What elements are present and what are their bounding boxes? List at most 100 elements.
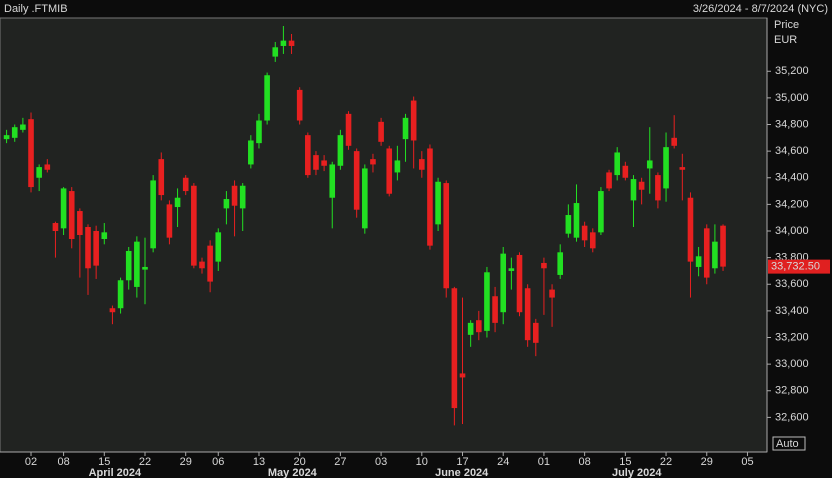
candle-body: [321, 160, 327, 166]
candle-body: [101, 232, 108, 239]
candle-body: [85, 227, 91, 269]
y-tick-label: 35,200: [775, 65, 809, 77]
candle-body: [402, 117, 409, 140]
x-tick-label: 13: [253, 456, 265, 468]
candle-body: [394, 160, 401, 173]
candle-body: [36, 167, 42, 178]
candle-body: [353, 151, 360, 210]
candle-body: [182, 177, 189, 192]
candle-body: [565, 215, 572, 234]
x-tick-label: 29: [180, 456, 192, 468]
candle-body: [68, 191, 75, 239]
candle-body: [484, 272, 490, 331]
last-price-label: 33,732.50: [771, 261, 820, 273]
candle-body: [264, 75, 270, 121]
auto-button[interactable]: [772, 436, 806, 451]
candle-body: [679, 167, 686, 170]
month-label: July 2024: [612, 467, 662, 478]
candle-body: [77, 211, 83, 235]
candle-body: [248, 140, 254, 165]
y-tick-label: 32,800: [775, 385, 809, 397]
x-tick-label: 17: [456, 456, 468, 468]
auto-button-label[interactable]: Auto: [776, 438, 799, 450]
candle-body: [28, 119, 34, 188]
candle-body: [557, 252, 564, 275]
candle-body: [231, 185, 238, 206]
candle-body: [150, 180, 156, 249]
candle-body: [646, 160, 653, 169]
y-tick-label: 35,000: [775, 92, 809, 104]
candle-body: [199, 261, 205, 269]
y-axis-unit: EUR: [774, 34, 797, 46]
candle-body: [362, 168, 368, 229]
candle-body: [630, 179, 637, 201]
candle-body: [313, 155, 319, 170]
candle-body: [174, 197, 181, 208]
candle-body: [223, 199, 230, 209]
candle-body: [573, 203, 580, 238]
date-range: 3/26/2024 - 8/7/2024 (NYC): [693, 3, 828, 15]
candle-body: [638, 181, 645, 190]
candle-body: [720, 225, 726, 267]
y-tick-label: 33,200: [775, 331, 809, 343]
candle-body: [427, 148, 433, 246]
candle-body: [606, 172, 612, 189]
candle-body: [215, 232, 222, 262]
candle-body: [703, 228, 710, 278]
candle-body: [524, 288, 531, 341]
last-price-box: [768, 259, 830, 274]
candle-body: [451, 288, 458, 409]
y-tick-label: 34,000: [775, 225, 809, 237]
candle-body: [370, 159, 376, 165]
y-tick-label: 34,200: [775, 198, 809, 210]
candle-body: [663, 147, 669, 189]
x-tick-label: 22: [139, 456, 151, 468]
month-label: April 2024: [89, 467, 142, 478]
candle-body: [655, 175, 661, 201]
candle-body: [256, 120, 262, 144]
candle-body: [134, 241, 140, 287]
x-tick-label: 15: [98, 456, 110, 468]
candle-body: [500, 253, 507, 313]
x-tick-label: 10: [416, 456, 428, 468]
y-tick-label: 33,600: [775, 278, 809, 290]
candle-body: [125, 250, 132, 281]
candle-body: [549, 289, 555, 298]
candle-body: [378, 121, 384, 142]
candle-body: [329, 164, 336, 198]
candle-body: [52, 223, 59, 232]
candle-body: [671, 137, 677, 146]
month-label: June 2024: [435, 467, 489, 478]
candle-body: [541, 262, 547, 269]
y-tick-label: 34,400: [775, 172, 809, 184]
y-tick-label: 33,400: [775, 305, 809, 317]
candle-body: [117, 280, 124, 309]
candle-body: [410, 100, 417, 141]
candle-body: [280, 40, 287, 46]
x-tick-label: 22: [660, 456, 672, 468]
candle-body: [191, 185, 197, 266]
x-tick-label: 24: [497, 456, 509, 468]
candle-body: [337, 135, 344, 166]
candle-body: [622, 165, 629, 178]
y-tick-label: 34,800: [775, 118, 809, 130]
candle-body: [109, 308, 116, 313]
candle-body: [492, 296, 498, 323]
x-tick-label: 20: [294, 456, 306, 468]
candle-body: [207, 245, 213, 282]
candle-body: [166, 204, 173, 238]
candle-body: [581, 225, 588, 241]
candle-body: [93, 231, 99, 266]
y-tick-label: 34,600: [775, 145, 809, 157]
x-tick-label: 06: [212, 456, 224, 468]
x-tick-label: 01: [538, 456, 550, 468]
y-tick-label: 33,000: [775, 358, 809, 370]
candle-body: [516, 254, 523, 313]
candle-body: [3, 135, 10, 140]
candle-body: [687, 197, 694, 262]
candle-body: [508, 268, 515, 271]
candle-body: [20, 124, 26, 130]
candle-body: [386, 148, 393, 194]
x-tick-label: 02: [25, 456, 37, 468]
